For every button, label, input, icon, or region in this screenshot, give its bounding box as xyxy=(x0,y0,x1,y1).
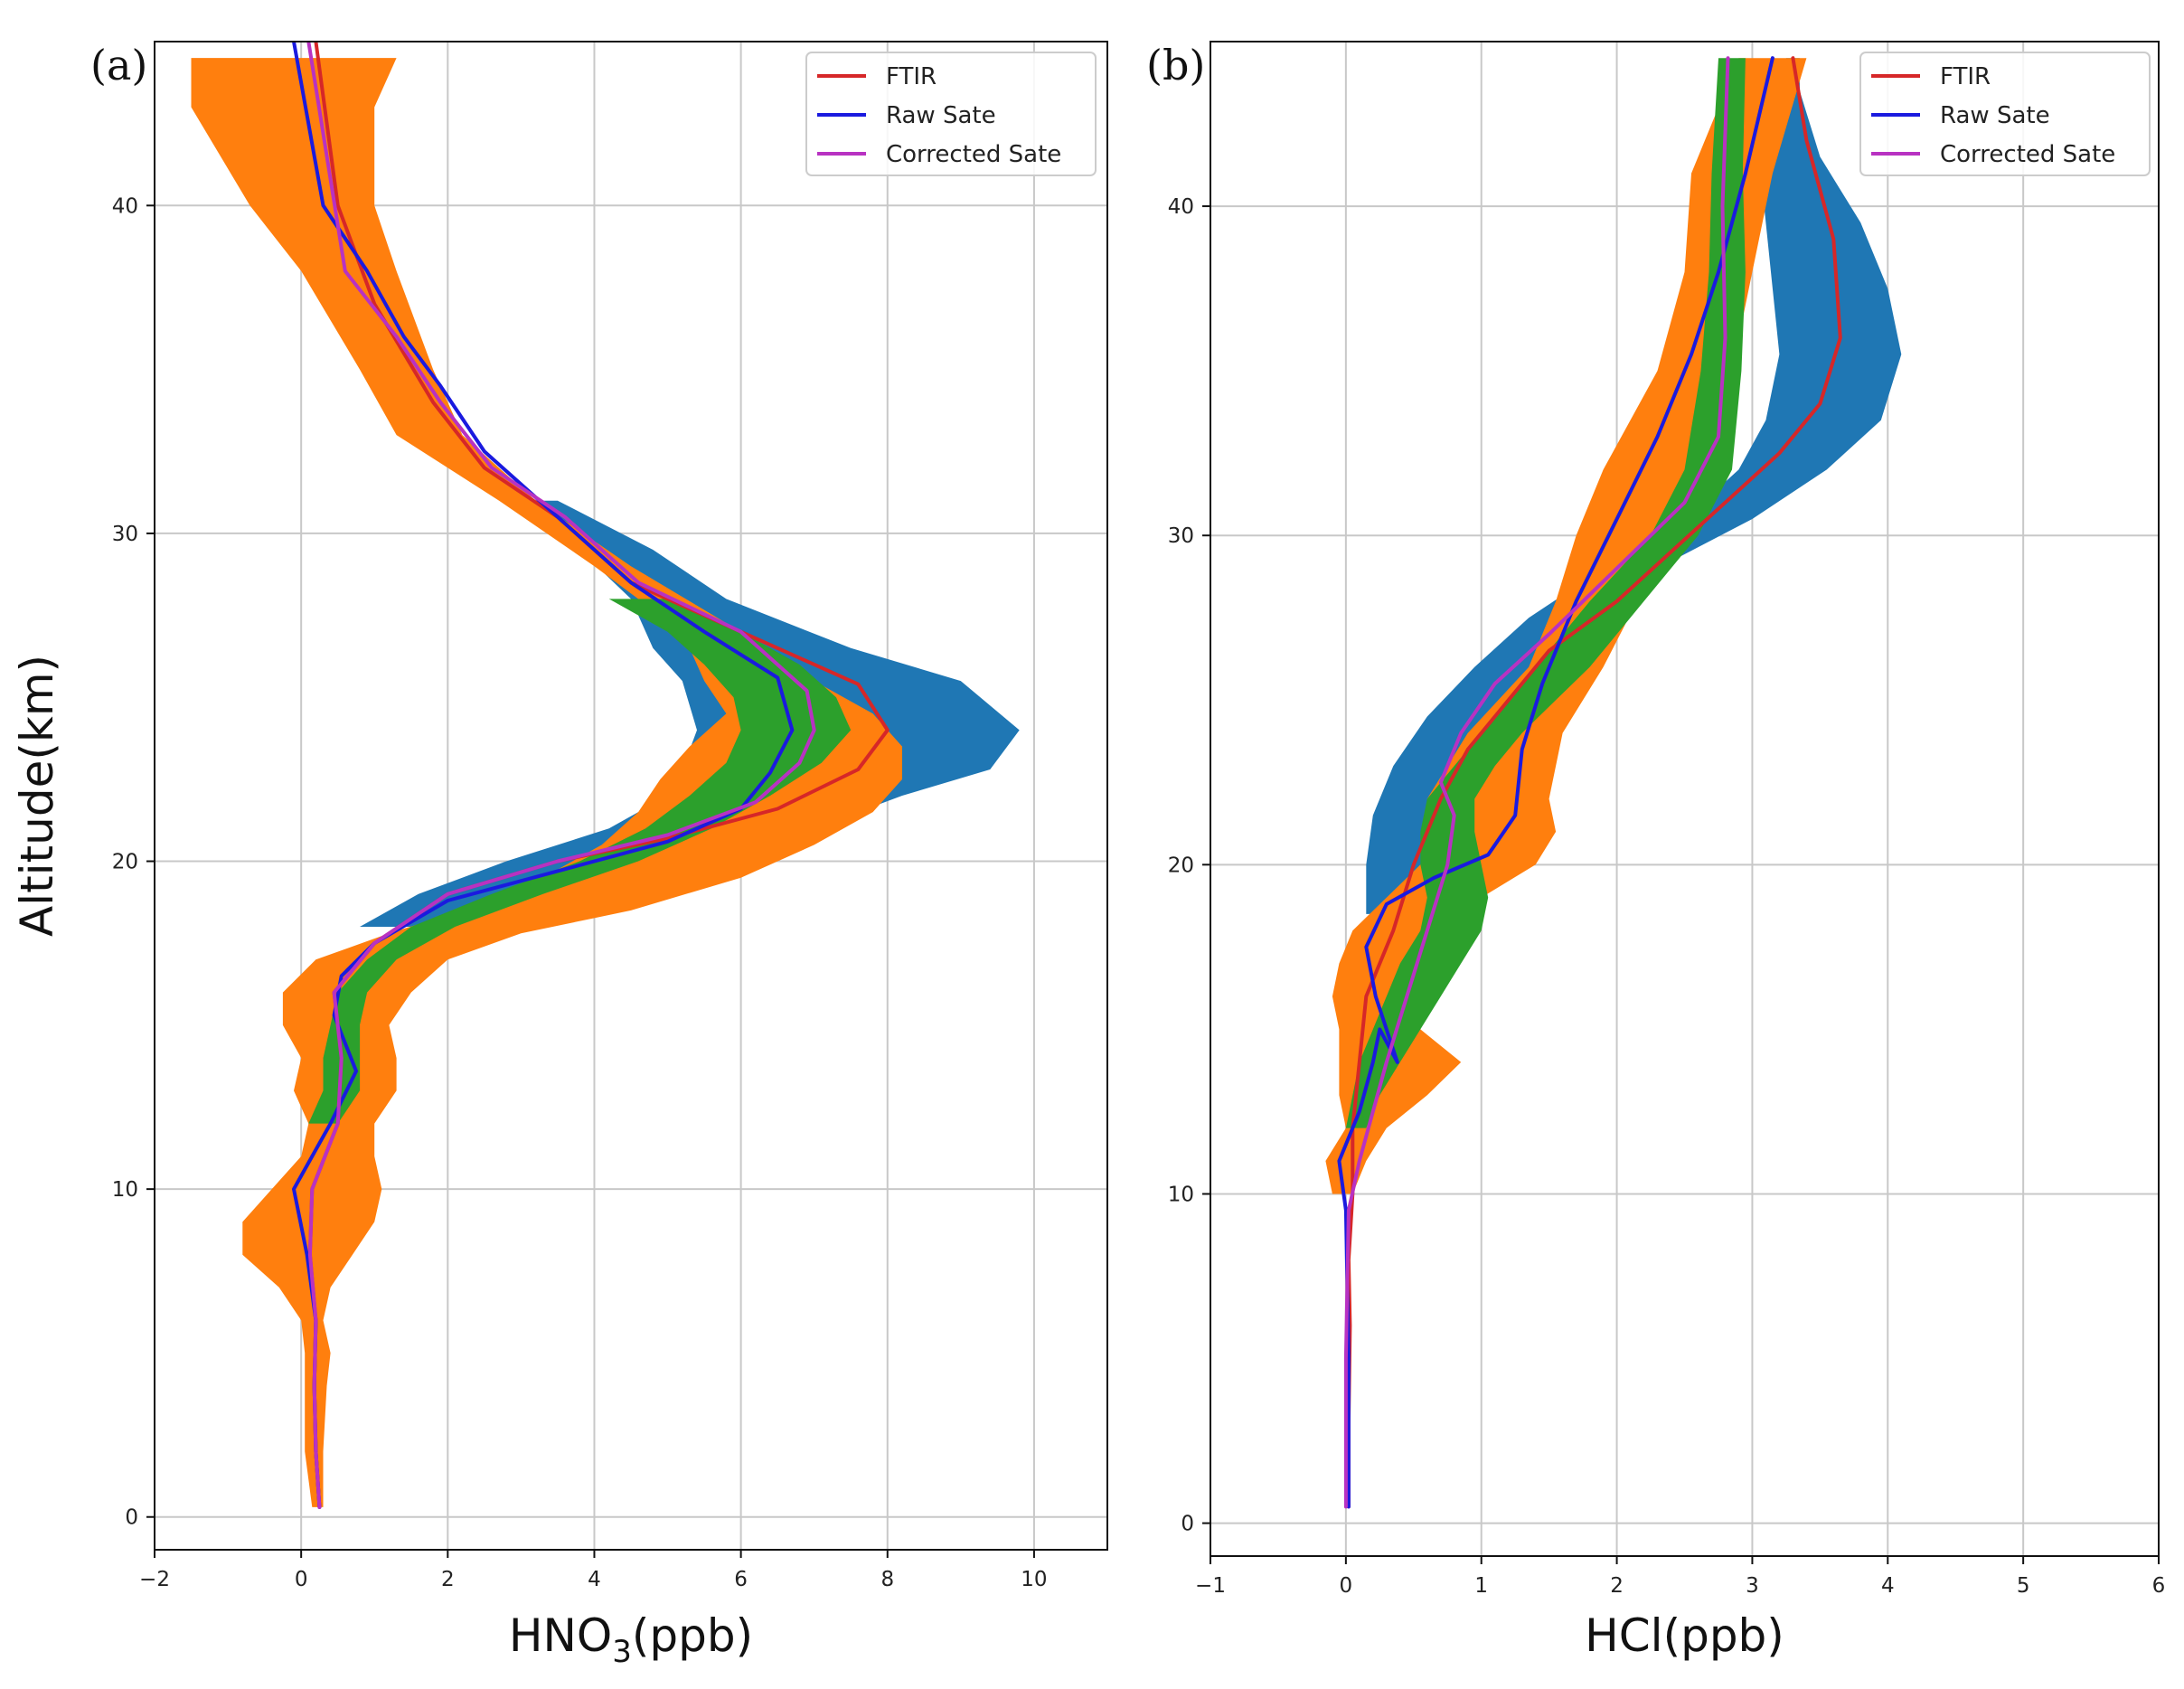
series-line-ftir xyxy=(1346,56,1842,1509)
legend-entry: Corrected Sate xyxy=(886,141,1061,168)
legend-entry: Corrected Sate xyxy=(1940,141,2115,168)
x-tick-label: 6 xyxy=(2152,1574,2166,1598)
x-tick-label: −1 xyxy=(1195,1574,1226,1598)
series-line-raw-sate xyxy=(1337,56,1774,1509)
legend-entry: FTIR xyxy=(886,63,937,90)
y-tick-label: 40 xyxy=(1168,195,1194,219)
x-axis-title: HNO3(ppb) xyxy=(509,1609,753,1670)
axes-frame xyxy=(154,41,1108,1551)
y-tick-label: 0 xyxy=(1181,1513,1194,1536)
y-tick-label: 20 xyxy=(1168,854,1194,877)
x-axis-title-subscript: 3 xyxy=(612,1634,632,1670)
x-tick-label: 8 xyxy=(880,1568,894,1591)
y-tick-label: 0 xyxy=(125,1506,138,1530)
x-tick-label: 1 xyxy=(1474,1574,1488,1598)
legend-entry: FTIR xyxy=(1940,63,1991,90)
x-axis-title-unit: (ppb) xyxy=(1663,1609,1784,1662)
series-line-corrected-sate xyxy=(1343,56,1730,1509)
band-orange xyxy=(191,58,902,1507)
x-tick-label: 2 xyxy=(441,1568,455,1591)
legend-entry: Raw Sate xyxy=(886,102,996,129)
x-axis-title-main: HNO xyxy=(509,1609,612,1662)
series-line-raw-sate xyxy=(292,42,795,1509)
legend: FTIR Raw Sate Corrected Sate xyxy=(805,52,1097,176)
x-tick-label: 4 xyxy=(1881,1574,1895,1598)
x-tick-label: −2 xyxy=(139,1568,170,1591)
y-tick-label: 10 xyxy=(1168,1183,1194,1206)
legend-entry: Raw Sate xyxy=(1940,102,2050,129)
legend-box xyxy=(1859,52,2151,176)
x-tick-label: 6 xyxy=(734,1568,748,1591)
y-tick-label: 30 xyxy=(112,523,138,546)
y-tick-label: 20 xyxy=(112,851,138,874)
panel-label: (b) xyxy=(1146,41,1205,90)
x-tick-label: 0 xyxy=(1340,1574,1353,1598)
panel-b: −1 0 1 2 3 4 5 6 0 10 20 30 40 (b) HCl(ppb) FTIR Raw Sat… xyxy=(1146,41,2165,1662)
y-tick-label: 40 xyxy=(112,194,138,218)
x-tick-label: 0 xyxy=(295,1568,308,1591)
series-line-corrected-sate xyxy=(306,42,816,1509)
y-tick-label: 30 xyxy=(1168,524,1194,548)
axes-frame xyxy=(1210,41,2160,1557)
panel-label: (a) xyxy=(90,41,147,90)
x-axis-title-unit: (ppb) xyxy=(632,1609,753,1662)
band-green xyxy=(1345,58,1746,1128)
panel-a: −2 0 2 4 6 8 10 0 10 20 30 40 (a) HNO3(ppb) Altitude(k… xyxy=(11,41,1108,1670)
band-green xyxy=(308,599,852,1124)
x-tick-label: 2 xyxy=(1610,1574,1624,1598)
x-axis-title-main: HCl xyxy=(1585,1609,1662,1662)
x-tick-label: 4 xyxy=(588,1568,601,1591)
x-tick-label: 10 xyxy=(1021,1568,1047,1591)
legend: FTIR Raw Sate Corrected Sate xyxy=(1859,52,2151,176)
legend-box xyxy=(805,52,1097,176)
x-tick-label: 5 xyxy=(2017,1574,2030,1598)
y-axis-title: Altitude(km) xyxy=(11,655,63,937)
x-tick-label: 3 xyxy=(1746,1574,1759,1598)
x-axis-title: HCl(ppb) xyxy=(1585,1609,1784,1662)
y-tick-label: 10 xyxy=(112,1178,138,1202)
